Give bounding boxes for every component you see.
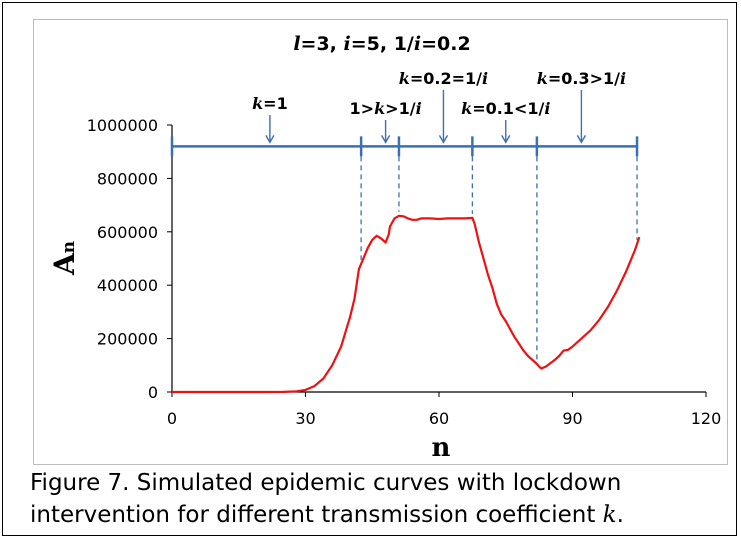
- x-tick-label: 90: [562, 409, 582, 428]
- caption-k-symbol: k: [602, 502, 617, 528]
- y-tick-label: 400000: [97, 276, 158, 295]
- y-tick-label: 1000000: [87, 116, 158, 135]
- x-tick-label: 30: [295, 409, 315, 428]
- y-tick-label: 800000: [97, 169, 158, 188]
- phase-label: k=0.1<1/i: [461, 99, 550, 118]
- caption-end: .: [616, 502, 624, 528]
- phase-arrow-head: [438, 135, 449, 144]
- figure-caption-line-1: Figure 7. Simulated epidemic curves with…: [30, 470, 622, 496]
- caption-text: intervention for different transmission …: [30, 502, 603, 528]
- x-axis-title: n: [432, 433, 451, 463]
- phase-arrow-head: [265, 135, 275, 144]
- x-tick-label: 120: [691, 409, 722, 428]
- phase-arrow-head: [576, 135, 587, 144]
- series-line: [172, 214, 641, 394]
- phase-label: k=0.2=1/i: [399, 69, 488, 88]
- chart-area: [33, 19, 728, 465]
- x-tick-label: 60: [429, 409, 449, 428]
- y-tick-label: 600000: [97, 223, 158, 242]
- figure-caption-line-2: intervention for different transmission …: [30, 502, 624, 528]
- phase-label: k=1: [252, 94, 288, 113]
- phase-label: 1>k>1/i: [350, 99, 422, 118]
- phase-label: k=0.3>1/i: [537, 69, 626, 88]
- y-axis-title: An: [48, 241, 81, 276]
- x-tick-label: 0: [167, 409, 177, 428]
- y-tick-label: 200000: [97, 330, 158, 349]
- y-tick-label: 0: [148, 383, 158, 402]
- phase-arrow-head: [501, 135, 511, 144]
- phase-arrow-head: [380, 135, 391, 144]
- chart-title: l=3, i=5, 1/i=0.2: [293, 33, 470, 55]
